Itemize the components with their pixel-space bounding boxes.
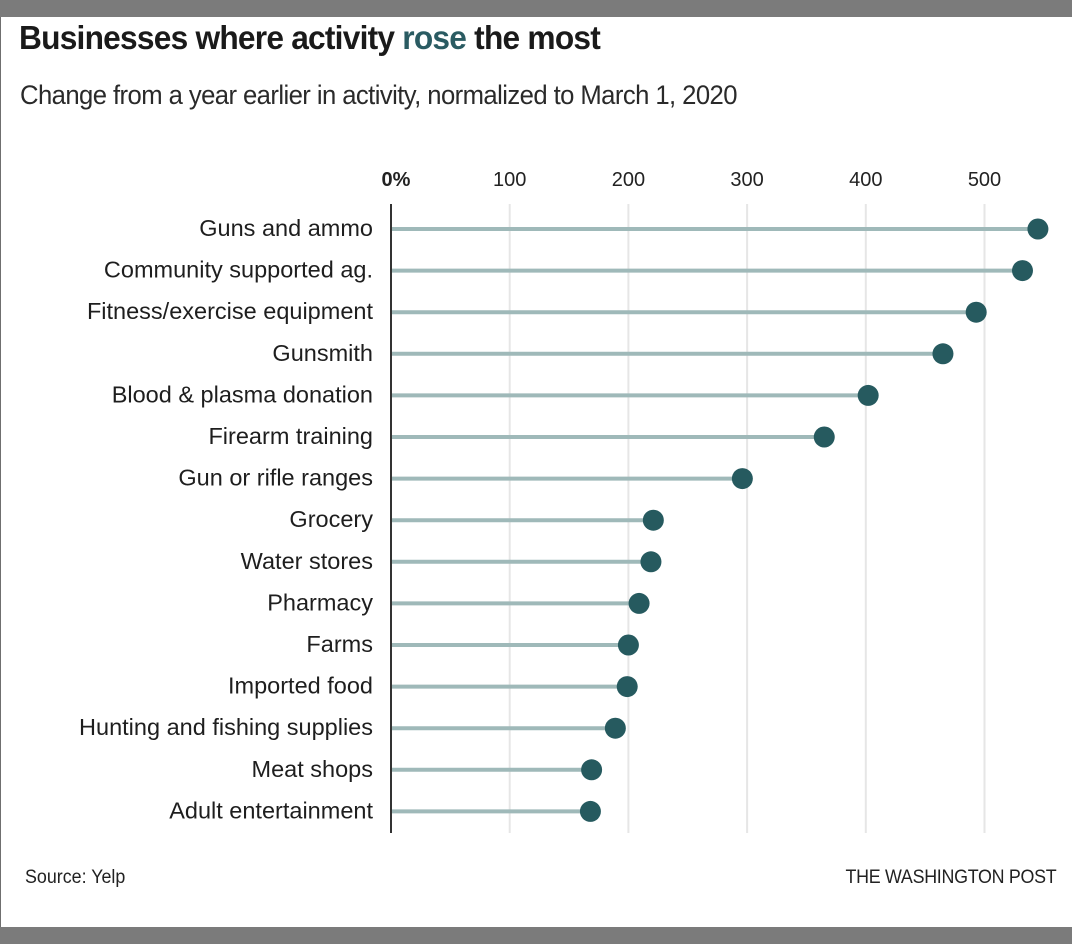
title-accent-word: rose [402,19,467,56]
stems [391,227,1038,814]
data-point [640,551,662,573]
category-label: Adult entertainment [169,797,373,823]
chart-title: Businesses where activity rose the most [19,19,601,57]
x-axis-ticks: 0% 100 200 300 400 500 [382,169,1002,191]
category-label: Meat shops [252,756,373,782]
x-tick-label: 0% [382,169,411,191]
data-point [857,384,879,406]
x-tick-label: 100 [493,169,526,191]
data-point [616,676,638,698]
data-point [617,634,639,656]
data-point [731,468,753,490]
category-label: Farms [306,631,373,657]
data-point [813,426,835,448]
data-point [965,301,987,323]
category-label: Blood & plasma donation [112,381,373,407]
data-point [604,717,626,739]
source-note: Source: Yelp [25,867,126,888]
category-label: Firearm training [208,423,373,449]
data-point [579,800,601,822]
data-point [642,509,664,531]
category-labels: Guns and ammo Community supported ag. Fitn… [79,215,373,823]
category-label: Hunting and fishing supplies [79,714,373,740]
category-label: Water stores [241,548,373,574]
publisher-credit: THE WASHINGTON POST [845,867,1056,888]
x-tick-label: 300 [730,169,763,191]
data-point [581,759,603,781]
category-label: Grocery [289,506,373,532]
x-tick-label: 500 [968,169,1001,191]
category-label: Imported food [228,673,373,699]
category-label: Community supported ag. [104,257,373,283]
data-point [628,592,650,614]
data-point [932,343,954,365]
data-point [1027,218,1049,240]
data-point [1011,260,1033,282]
category-label: Gun or rifle ranges [178,465,373,491]
category-label: Pharmacy [267,589,373,615]
category-label: Guns and ammo [199,215,373,241]
x-tick-label: 400 [849,169,882,191]
dots [579,218,1049,822]
category-label: Fitness/exercise equipment [87,298,374,324]
title-part-1: Businesses where activity [19,19,403,56]
category-label: Gunsmith [272,340,373,366]
chart-frame [0,17,1072,927]
x-tick-label: 200 [612,169,645,191]
title-part-2: the most [466,19,601,56]
chart-subtitle: Change from a year earlier in activity, … [20,80,738,110]
